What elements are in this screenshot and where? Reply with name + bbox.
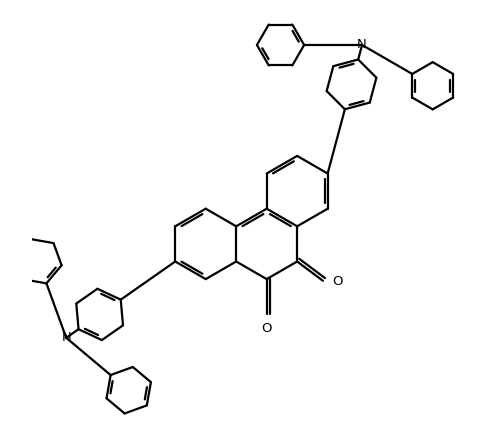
- Text: N: N: [61, 331, 71, 344]
- Text: O: O: [261, 322, 272, 335]
- Text: N: N: [357, 38, 367, 51]
- Text: O: O: [332, 275, 343, 288]
